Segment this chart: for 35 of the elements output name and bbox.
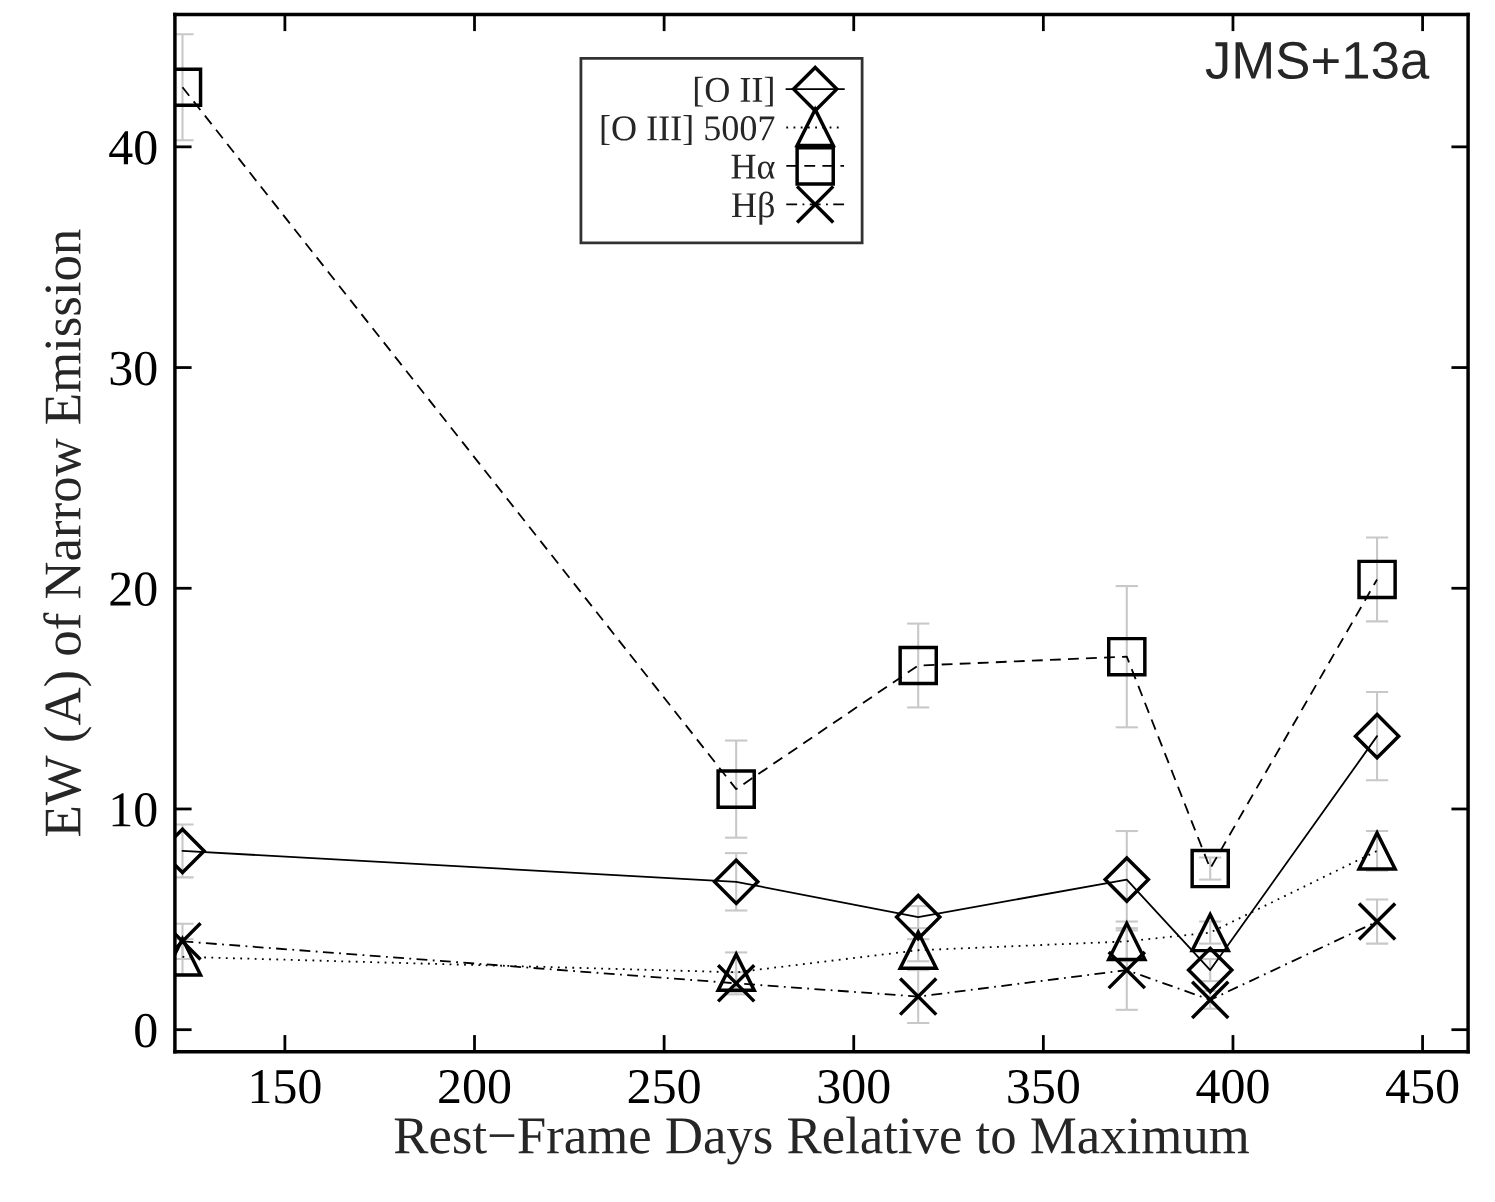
x-tick-label: 400 (1196, 1069, 1269, 1104)
legend-label: Hα (731, 154, 775, 179)
annotation: JMS+13a (1205, 41, 1430, 80)
x-tick-label: 200 (439, 1069, 511, 1104)
legend-label: [O II] (694, 76, 773, 107)
point (894, 893, 942, 941)
point (1190, 848, 1231, 889)
y-axis-title: EW (A) of Narrow Emission (43, 229, 92, 836)
x-axis-title: Rest−Frame Days Relative to Maximum (394, 1116, 1249, 1165)
point (1357, 559, 1397, 600)
point (1357, 831, 1397, 871)
y-tick-label: 20 (110, 572, 157, 607)
point (898, 930, 938, 971)
point (898, 645, 938, 686)
point (1106, 950, 1147, 990)
y-tick-label: 30 (110, 351, 157, 386)
point (1190, 980, 1231, 1020)
point (1353, 712, 1401, 760)
x-tick-label: 350 (1008, 1069, 1079, 1104)
y-tick-label: 0 (135, 1013, 157, 1048)
y-tick-label: 10 (112, 793, 157, 827)
y-tick-label: 40 (109, 130, 157, 165)
point (898, 976, 938, 1017)
point (1106, 919, 1148, 962)
x-tick-label: 450 (1386, 1069, 1459, 1104)
point (1357, 901, 1397, 942)
point (1106, 636, 1147, 677)
legend-label: [O III] 5007 (601, 115, 775, 145)
point (1186, 946, 1234, 994)
x-tick-label: 250 (628, 1069, 700, 1104)
point (1103, 856, 1151, 903)
x-tick-label: 150 (251, 1069, 321, 1104)
legend-label: Hβ (732, 191, 774, 225)
x-tick-label: 300 (818, 1069, 890, 1104)
point (1189, 910, 1231, 953)
